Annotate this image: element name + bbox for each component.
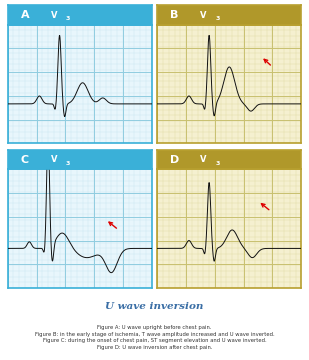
Text: Figure A: U wave upright before chest pain.
Figure B: in the early stage of isch: Figure A: U wave upright before chest pa… — [35, 325, 274, 350]
Text: U wave inversion: U wave inversion — [105, 302, 204, 311]
Text: D: D — [170, 155, 179, 165]
Text: 3: 3 — [66, 16, 70, 21]
Text: V: V — [200, 10, 207, 19]
Text: 3: 3 — [66, 161, 70, 166]
Text: A: A — [21, 10, 29, 21]
Text: C: C — [21, 155, 29, 165]
Text: V: V — [200, 155, 207, 164]
Text: 3: 3 — [216, 16, 220, 21]
Text: V: V — [51, 10, 57, 19]
Text: B: B — [170, 10, 179, 21]
Text: 3: 3 — [216, 161, 220, 166]
Text: V: V — [51, 155, 57, 164]
